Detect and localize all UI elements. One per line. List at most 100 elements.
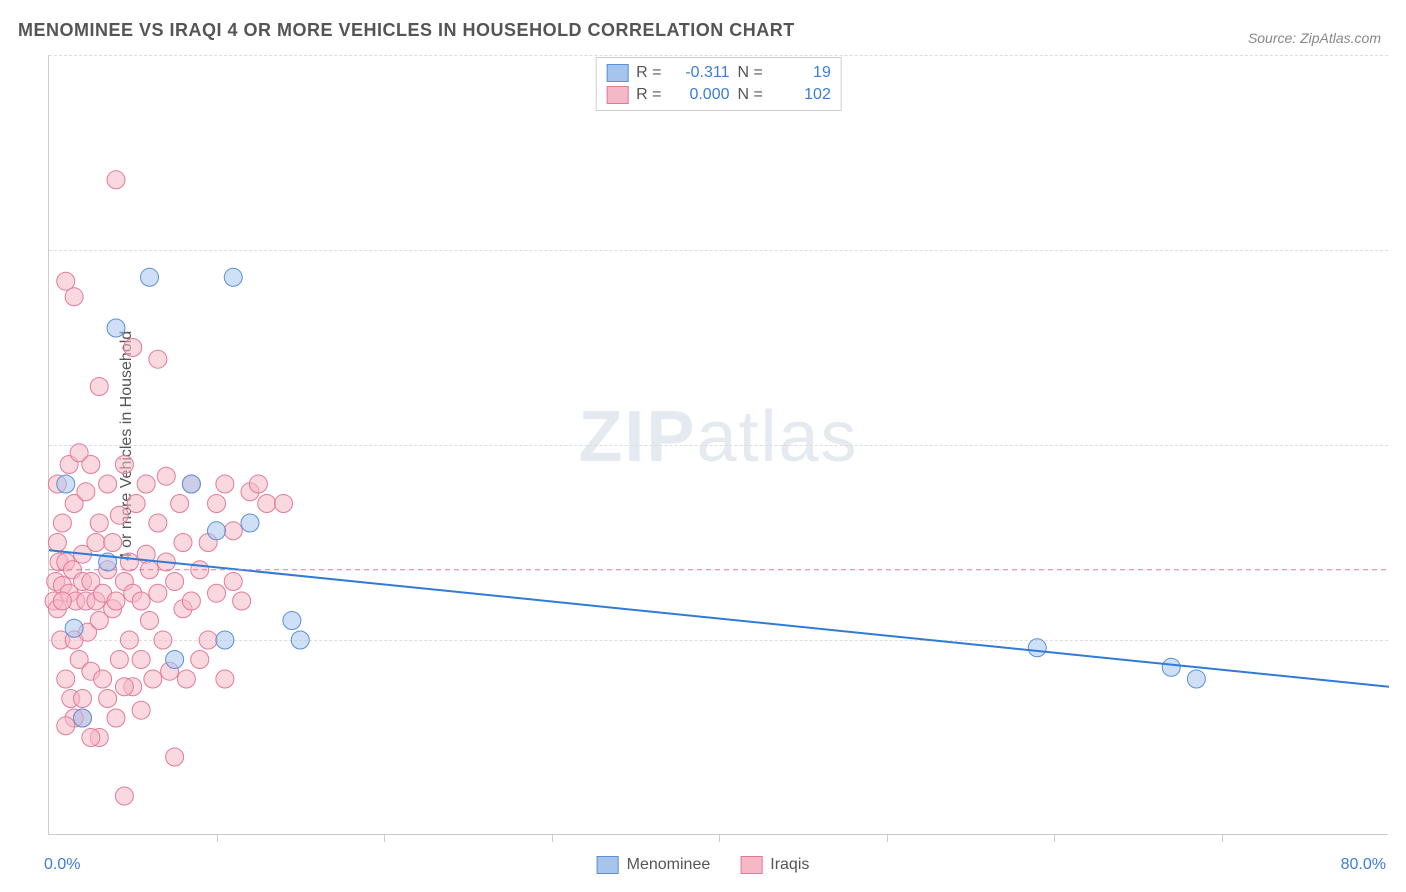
data-point [1187,670,1205,688]
swatch-icon [606,86,628,104]
swatch-icon [606,64,628,82]
data-point [174,534,192,552]
legend-item: Menominee [597,856,711,874]
scatter-chart-svg [49,55,1388,834]
data-point [65,288,83,306]
data-point [57,717,75,735]
x-tick [217,834,218,842]
data-point [216,631,234,649]
stats-legend-row: R = -0.311 N = 19 [606,62,831,84]
data-point [283,612,301,630]
x-tick [1222,834,1223,842]
data-point [132,651,150,669]
data-point [275,495,293,513]
data-point [233,592,251,610]
stats-legend: R = -0.311 N = 19 R = 0.000 N = 102 [595,57,842,111]
data-point [74,690,92,708]
data-point [258,495,276,513]
data-point [132,592,150,610]
data-point [90,514,108,532]
data-point [208,584,226,602]
r-label: R = [636,86,661,104]
legend-label: Menominee [627,856,711,874]
data-point [74,709,92,727]
data-point [137,475,155,493]
data-point [182,475,200,493]
data-point [53,514,71,532]
swatch-icon [740,856,762,874]
x-tick [1054,834,1055,842]
chart-title: MENOMINEE VS IRAQI 4 OR MORE VEHICLES IN… [18,20,795,41]
plot-area: ZIPatlas R = -0.311 N = 19 R = 0.000 N =… [48,55,1388,835]
stats-legend-row: R = 0.000 N = 102 [606,84,831,106]
n-value: 19 [771,64,831,82]
data-point [216,475,234,493]
data-point [110,651,128,669]
r-label: R = [636,64,661,82]
data-point [216,670,234,688]
data-point [208,495,226,513]
data-point [124,339,142,357]
n-label: N = [738,86,763,104]
x-axis-min-label: 0.0% [44,856,80,874]
data-point [110,506,128,524]
data-point [224,573,242,591]
data-point [208,522,226,540]
data-point [90,378,108,396]
data-point [249,475,267,493]
data-point [65,619,83,637]
x-tick [719,834,720,842]
x-axis-max-label: 80.0% [1341,856,1386,874]
data-point [241,514,259,532]
data-point [224,268,242,286]
data-point [191,651,209,669]
swatch-icon [597,856,619,874]
data-point [115,787,133,805]
data-point [48,534,66,552]
data-point [149,584,167,602]
series-legend: Menominee Iraqis [597,856,810,874]
data-point [77,483,95,501]
x-tick [384,834,385,842]
data-point [57,670,75,688]
data-point [171,495,189,513]
data-point [132,701,150,719]
regression-line [49,550,1389,687]
data-point [199,631,217,649]
data-point [53,592,71,610]
data-point [82,729,100,747]
data-point [182,592,200,610]
r-value: -0.311 [670,64,730,82]
data-point [115,456,133,474]
data-point [177,670,195,688]
data-point [1028,639,1046,657]
data-point [127,495,145,513]
data-point [94,670,112,688]
data-point [107,171,125,189]
data-point [291,631,309,649]
data-point [120,553,138,571]
data-point [166,573,184,591]
data-point [144,670,162,688]
source-attribution: Source: ZipAtlas.com [1248,30,1381,46]
data-point [141,268,159,286]
r-value: 0.000 [670,86,730,104]
data-point [57,272,75,290]
data-point [57,475,75,493]
data-point [166,651,184,669]
data-point [82,456,100,474]
data-point [107,709,125,727]
data-point [99,690,117,708]
legend-label: Iraqis [770,856,809,874]
legend-item: Iraqis [740,856,809,874]
data-point [149,514,167,532]
data-point [224,522,242,540]
data-point [166,748,184,766]
data-point [1162,658,1180,676]
x-tick [887,834,888,842]
x-tick [552,834,553,842]
data-point [141,612,159,630]
data-point [107,319,125,337]
n-label: N = [738,64,763,82]
data-point [154,631,172,649]
